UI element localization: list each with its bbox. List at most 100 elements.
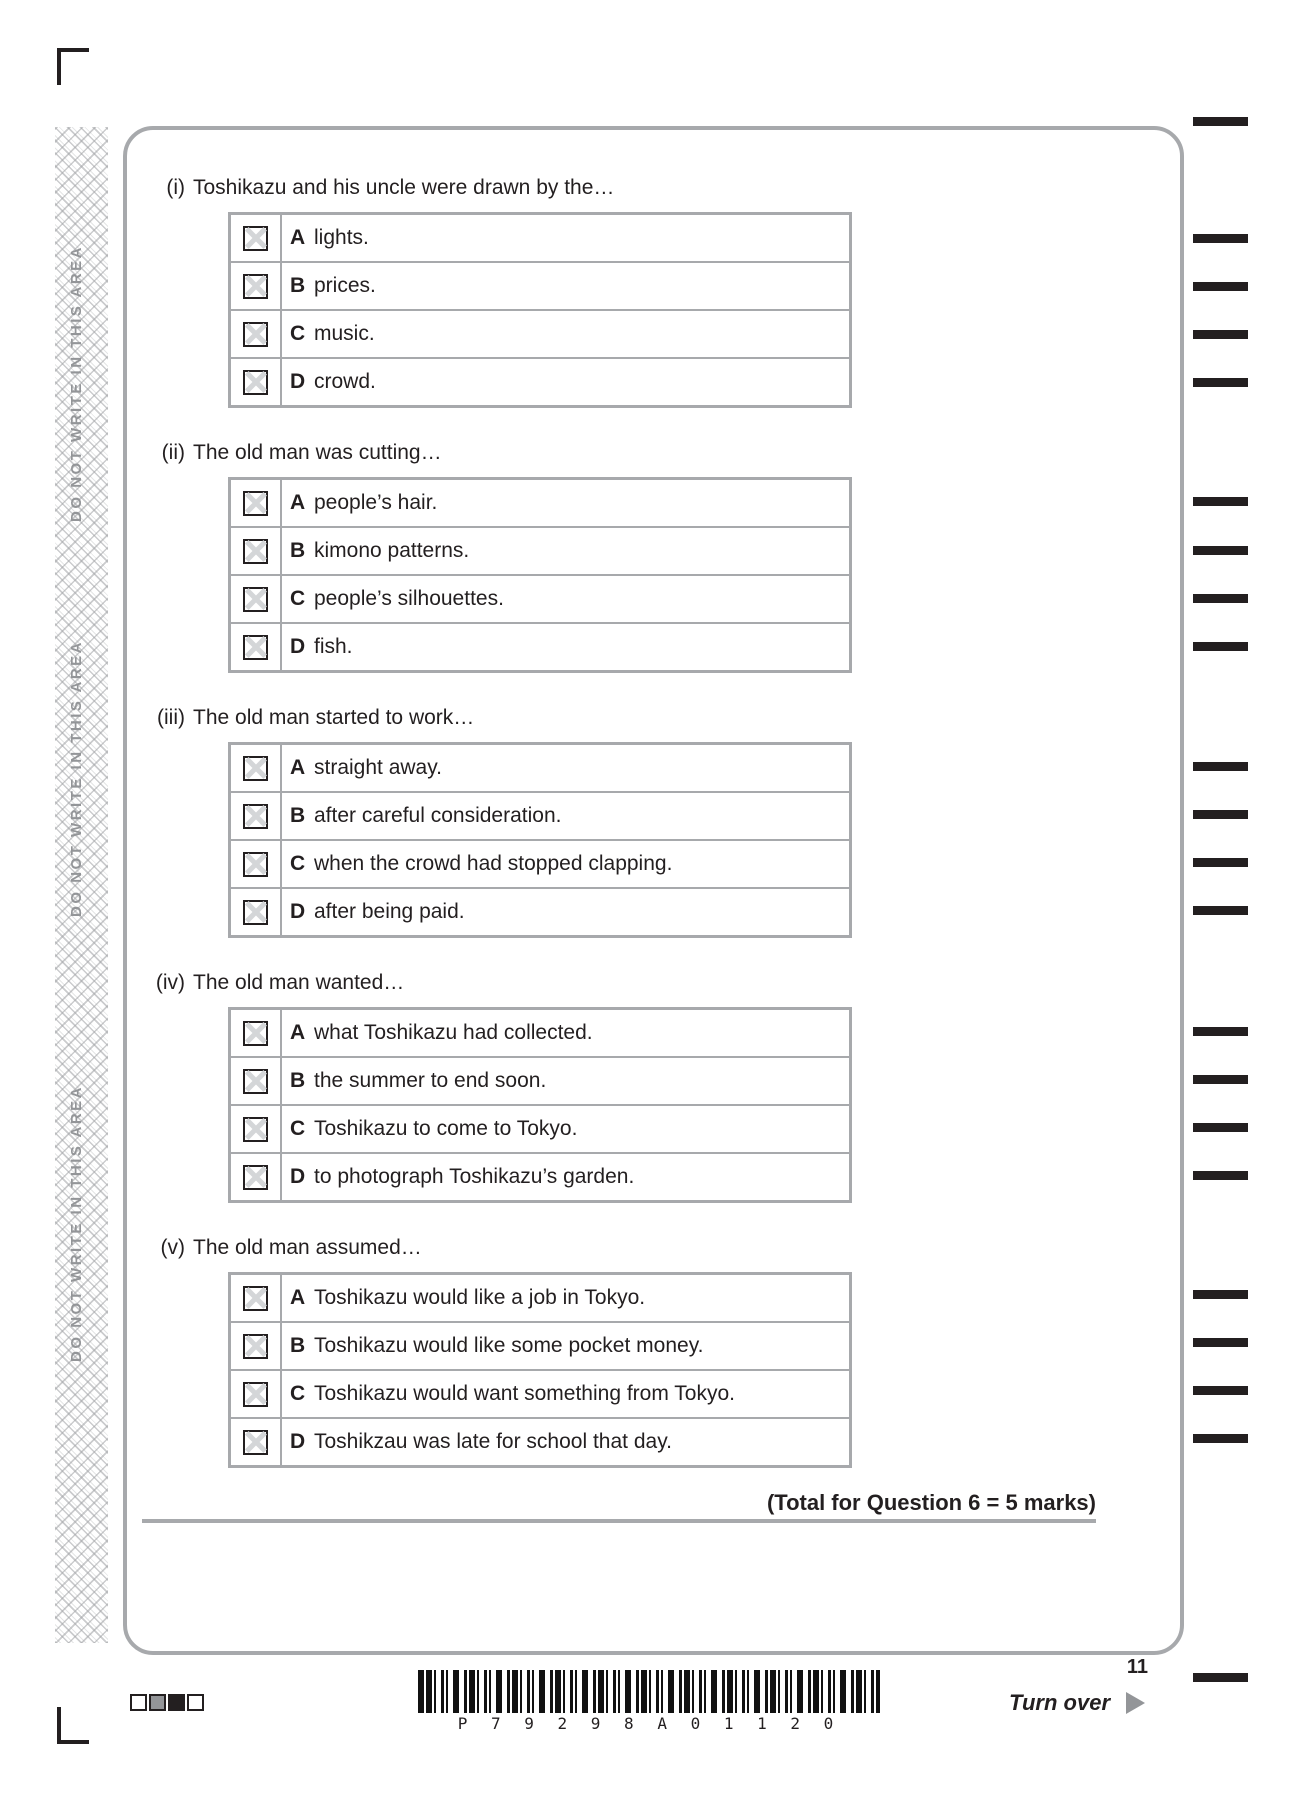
answer-checkbox[interactable]	[243, 1429, 268, 1455]
checkbox-cell	[231, 1058, 282, 1104]
option-letter: D	[290, 1165, 306, 1188]
option-row: D to photograph Toshikazu’s garden.	[231, 1152, 849, 1200]
option-row: A Toshikazu would like a job in Tokyo.	[231, 1275, 849, 1321]
question-number: (iv)	[155, 971, 185, 994]
answer-checkbox[interactable]	[243, 490, 268, 516]
registration-bar	[1193, 117, 1248, 126]
question-number: (ii)	[161, 441, 185, 464]
question-prompt: The old man started to work…	[193, 706, 475, 729]
checkbox-cell	[231, 1419, 282, 1465]
question-prompt: Toshikazu and his uncle were drawn by th…	[193, 176, 615, 199]
answer-checkbox[interactable]	[243, 1333, 268, 1359]
question-heading: (iv) The old man wanted…	[140, 970, 920, 995]
option-row: C music.	[231, 309, 849, 357]
option-row: A straight away.	[231, 745, 849, 791]
checkbox-cell	[231, 1154, 282, 1200]
answer-checkbox[interactable]	[243, 273, 268, 299]
option-text: kimono patterns.	[314, 539, 470, 562]
registration-bar	[1193, 594, 1248, 603]
option-row: D Toshikzau was late for school that day…	[231, 1417, 849, 1465]
checkbox-cell	[231, 1010, 282, 1056]
question-number: (i)	[166, 176, 185, 199]
do-not-write-label: DO NOT WRITE IN THIS AREA	[68, 245, 85, 522]
registration-square-black	[168, 1694, 185, 1711]
checkbox-cell	[231, 1275, 282, 1321]
crop-mark-top-left-h	[57, 48, 89, 52]
option-text: people’s silhouettes.	[314, 587, 504, 610]
answer-checkbox[interactable]	[243, 321, 268, 347]
registration-bar	[1193, 1290, 1248, 1299]
option-text: music.	[314, 322, 375, 345]
option-letter: B	[290, 274, 306, 297]
option-text: people’s hair.	[314, 491, 438, 514]
option-letter: B	[290, 1069, 306, 1092]
option-content: B the summer to end soon.	[282, 1058, 849, 1104]
answer-checkbox[interactable]	[243, 851, 268, 877]
option-letter: C	[290, 852, 306, 875]
options-table: A straight away. B after careful conside…	[228, 742, 852, 938]
registration-bar	[1193, 858, 1248, 867]
barcode-text: P 7 9 2 9 8 A 0 1 1 2 0	[457, 1714, 841, 1733]
answer-checkbox[interactable]	[243, 803, 268, 829]
options-table: A people’s hair. B kimono patterns. C pe…	[228, 477, 852, 673]
answer-checkbox[interactable]	[243, 586, 268, 612]
option-row: B kimono patterns.	[231, 526, 849, 574]
registration-bar	[1193, 1027, 1248, 1036]
registration-bar	[1193, 378, 1248, 387]
options-table: A Toshikazu would like a job in Tokyo. B…	[228, 1272, 852, 1468]
option-letter: D	[290, 900, 306, 923]
option-row: A what Toshikazu had collected.	[231, 1010, 849, 1056]
question-block: (i) Toshikazu and his uncle were drawn b…	[140, 175, 920, 408]
question-heading: (ii) The old man was cutting…	[140, 440, 920, 465]
registration-square-white	[187, 1694, 204, 1711]
option-text: lights.	[314, 226, 369, 249]
option-row: A people’s hair.	[231, 480, 849, 526]
option-letter: D	[290, 370, 306, 393]
question-heading: (i) Toshikazu and his uncle were drawn b…	[140, 175, 920, 200]
registration-bar	[1193, 1123, 1248, 1132]
option-content: B after careful consideration.	[282, 793, 849, 839]
option-content: D fish.	[282, 624, 849, 670]
option-content: D after being paid.	[282, 889, 849, 935]
option-text: after being paid.	[314, 900, 465, 923]
checkbox-cell	[231, 311, 282, 357]
registration-bar	[1193, 330, 1248, 339]
options-table: A lights. B prices. C music. D crowd.	[228, 212, 852, 408]
option-row: D crowd.	[231, 357, 849, 405]
option-content: B Toshikazu would like some pocket money…	[282, 1323, 849, 1369]
registration-square-gray	[149, 1694, 166, 1711]
content-box	[123, 126, 1184, 1655]
question-block: (iv) The old man wanted… A what Toshikaz…	[140, 970, 920, 1203]
option-content: B kimono patterns.	[282, 528, 849, 574]
registration-bar	[1193, 642, 1248, 651]
option-text: prices.	[314, 274, 376, 297]
question-block: (iii) The old man started to work… A str…	[140, 705, 920, 938]
answer-checkbox[interactable]	[243, 1116, 268, 1142]
options-table: A what Toshikazu had collected. B the su…	[228, 1007, 852, 1203]
answer-checkbox[interactable]	[243, 1381, 268, 1407]
option-content: A lights.	[282, 215, 849, 261]
answer-checkbox[interactable]	[243, 538, 268, 564]
answer-checkbox[interactable]	[243, 225, 268, 251]
answer-checkbox[interactable]	[243, 755, 268, 781]
answer-checkbox[interactable]	[243, 899, 268, 925]
answer-checkbox[interactable]	[243, 634, 268, 660]
answer-checkbox[interactable]	[243, 369, 268, 395]
option-text: what Toshikazu had collected.	[314, 1021, 593, 1044]
registration-bar	[1193, 810, 1248, 819]
question-block: (v) The old man assumed… A Toshikazu wou…	[140, 1235, 920, 1468]
answer-checkbox[interactable]	[243, 1285, 268, 1311]
option-letter: B	[290, 804, 306, 827]
answer-checkbox[interactable]	[243, 1164, 268, 1190]
barcode-block: P 7 9 2 9 8 A 0 1 1 2 0	[418, 1670, 880, 1733]
answer-checkbox[interactable]	[243, 1068, 268, 1094]
option-content: C when the crowd had stopped clapping.	[282, 841, 849, 887]
option-row: B Toshikazu would like some pocket money…	[231, 1321, 849, 1369]
answer-checkbox[interactable]	[243, 1020, 268, 1046]
checkbox-cell	[231, 624, 282, 670]
do-not-write-label: DO NOT WRITE IN THIS AREA	[68, 640, 85, 917]
option-letter: A	[290, 1286, 306, 1309]
option-text: Toshikazu would want something from Toky…	[314, 1382, 735, 1405]
registration-bar	[1193, 1075, 1248, 1084]
option-content: D to photograph Toshikazu’s garden.	[282, 1154, 849, 1200]
